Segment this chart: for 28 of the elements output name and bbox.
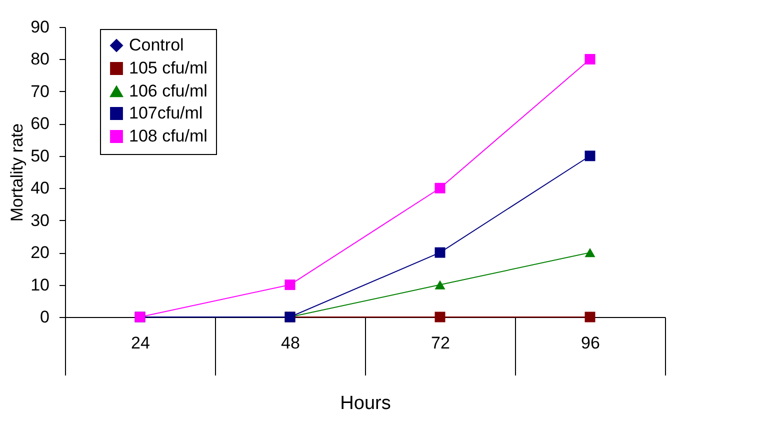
x-tick-label: 24: [131, 334, 150, 352]
point: [584, 312, 596, 322]
point: [434, 182, 446, 194]
point: [584, 54, 596, 64]
legend-label: 107cfu/ml: [129, 104, 203, 122]
y-tick-label: 90: [30, 18, 50, 36]
legend-label: 105 cfu/ml: [129, 58, 208, 78]
point: [434, 247, 446, 258]
y-tick-label: 60: [30, 114, 50, 134]
point: [434, 312, 446, 322]
x-axis-title: Hours: [340, 393, 391, 414]
x-tick-label: 48: [281, 334, 300, 352]
y-tick-label: 80: [30, 50, 50, 69]
y-tick-label: 50: [30, 146, 50, 166]
legend-label: 108 cfu/ml: [129, 126, 208, 146]
y-axis-title: Mortality rate: [8, 123, 27, 222]
point: [584, 150, 596, 162]
legend-label: 106 cfu/ml: [129, 82, 208, 100]
y-tick-label: 20: [30, 243, 50, 262]
y-tick-label: 40: [30, 178, 50, 198]
legend-label: Control: [129, 36, 184, 54]
point: [284, 280, 296, 290]
y-tick-label: 10: [30, 275, 50, 294]
x-tick-label: 96: [581, 334, 600, 352]
y-tick-label: 70: [30, 82, 50, 101]
x-tick-label: 72: [431, 334, 450, 352]
y-tick-label: 0: [40, 308, 50, 326]
y-tick-label: 30: [30, 210, 50, 230]
